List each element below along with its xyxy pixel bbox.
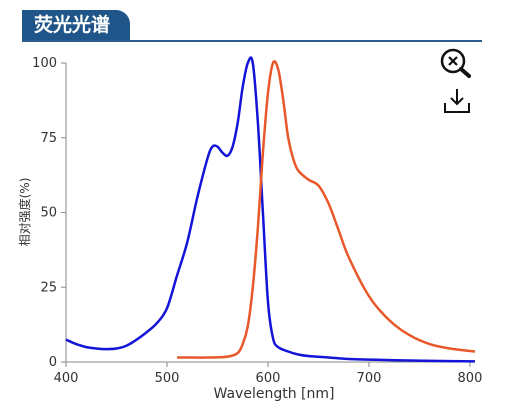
y-tick-label: 75 — [40, 131, 57, 146]
chart-svg: 0 25 50 75 100 400 500 600 700 800 Wavelength [nm… — [17, 56, 482, 402]
emission-line — [177, 60, 476, 359]
x-tick-label: 500 — [155, 371, 180, 386]
chart-series — [65, 56, 476, 363]
spectrum-chart: 0 25 50 75 100 400 500 600 700 800 Wavelength [nm… — [0, 42, 525, 407]
section-tab-bar: 荧光光谱 — [22, 10, 482, 42]
y-tick-label: 50 — [40, 206, 57, 221]
section-title: 荧光光谱 — [22, 10, 131, 40]
y-tick-label: 100 — [32, 56, 57, 71]
tab-underline — [22, 40, 482, 42]
x-tick-label: 700 — [357, 371, 382, 386]
download-icon[interactable] — [442, 87, 472, 115]
y-tick-label: 0 — [49, 355, 57, 370]
zoom-reset-icon[interactable] — [438, 46, 474, 80]
y-tick-label: 25 — [40, 280, 57, 295]
x-tick-label: 800 — [458, 371, 483, 386]
excitation-line — [65, 56, 476, 363]
y-axis-label: 相对强度(%) — [17, 178, 32, 247]
x-axis-label: Wavelength [nm] — [214, 386, 335, 402]
chart-axes: 0 25 50 75 100 400 500 600 700 800 — [32, 56, 482, 386]
x-tick-label: 400 — [54, 371, 79, 386]
x-tick-label: 600 — [256, 371, 281, 386]
